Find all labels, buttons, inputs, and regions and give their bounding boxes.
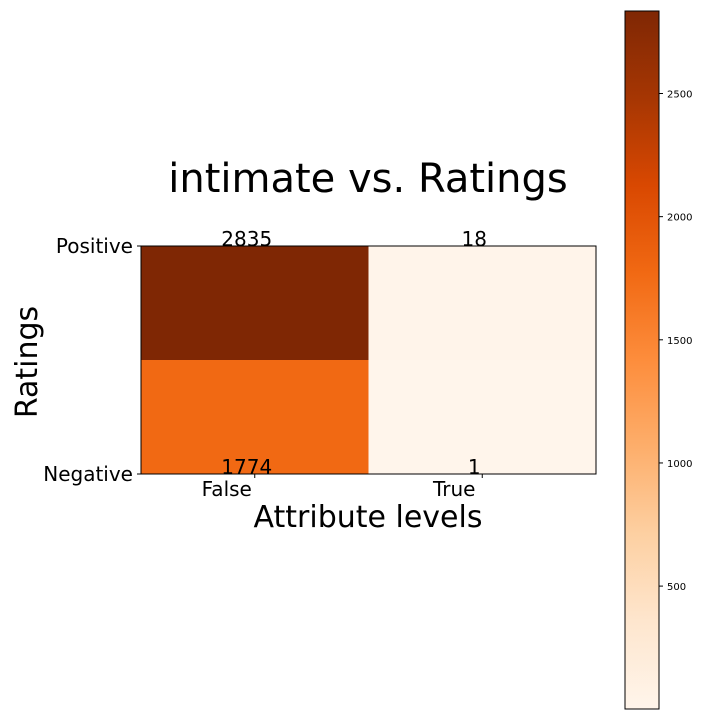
- colorbar-tick-label: 1000: [667, 459, 692, 470]
- heatmap-cell: [141, 360, 369, 475]
- cell-value-labels: 2835 18 1774 1: [221, 227, 487, 479]
- heatmap-cells: [141, 246, 597, 475]
- cell-value-label: 1774: [221, 455, 272, 479]
- colorbar-tick-label: 500: [667, 582, 686, 593]
- cell-value-label: 2835: [221, 227, 272, 251]
- y-tick-label: Positive: [56, 234, 133, 258]
- plot-frame: [140, 245, 597, 475]
- colorbar-ticks: 500 1000 1500 2000 2500: [659, 90, 692, 593]
- colorbar-tick-label: 1500: [667, 336, 692, 347]
- heatmap-cell: [368, 360, 597, 475]
- cell-value-label: 18: [462, 227, 487, 251]
- heatmap-cell: [368, 246, 597, 361]
- colorbar-tick-label: 2000: [667, 213, 692, 224]
- x-tick-label: True: [432, 477, 475, 501]
- cell-value-label: 1: [468, 455, 481, 479]
- y-axis-label: Ratings: [10, 306, 45, 418]
- colorbar-tick-label: 2500: [667, 90, 692, 101]
- y-tick-labels: Positive Negative: [43, 234, 141, 486]
- x-tick-label: False: [202, 477, 252, 501]
- colorbar: [624, 10, 660, 710]
- x-tick-labels: False True: [202, 474, 483, 501]
- chart-title: intimate vs. Ratings: [168, 156, 568, 202]
- x-axis-label: Attribute levels: [254, 500, 483, 535]
- heatmap-cell: [141, 246, 369, 361]
- y-tick-label: Negative: [43, 462, 133, 486]
